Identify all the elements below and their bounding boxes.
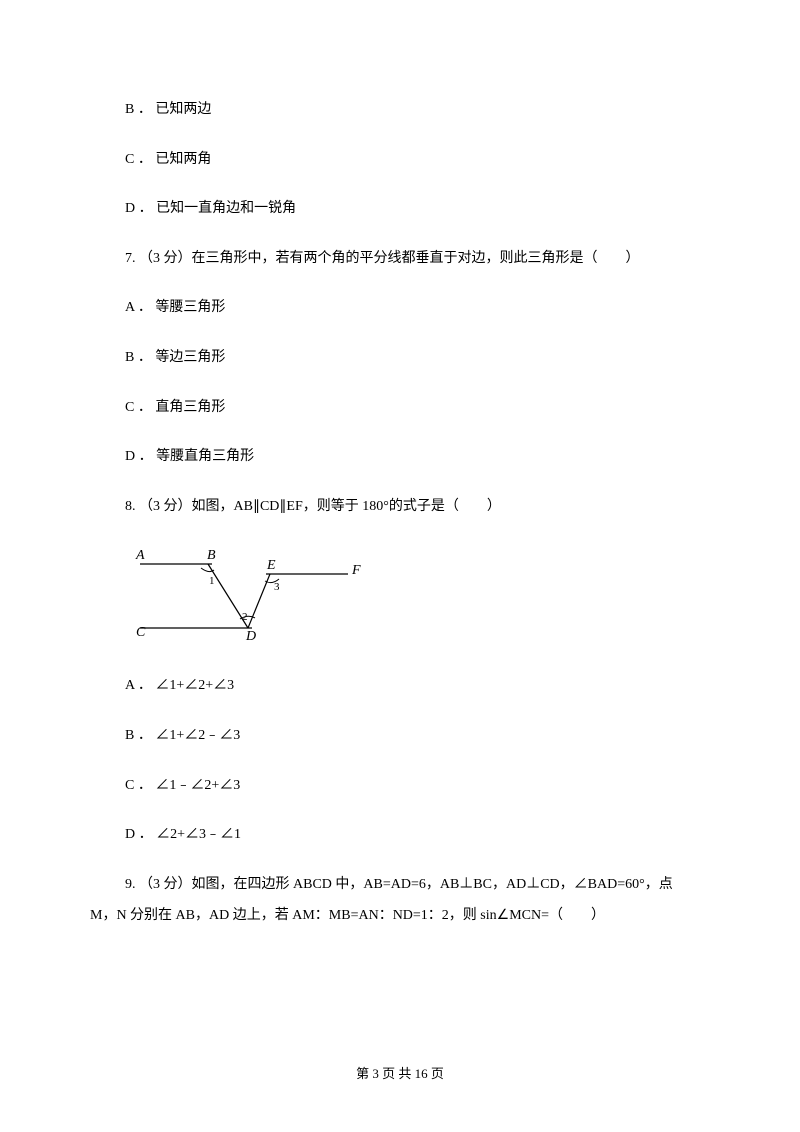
q7-option-a: A ． 等腰三角形 bbox=[90, 298, 710, 318]
option-d-top: D ． 已知一直角边和一锐角 bbox=[90, 199, 710, 219]
svg-text:3: 3 bbox=[274, 581, 280, 593]
q7-option-b: B ． 等边三角形 bbox=[90, 348, 710, 368]
q8-option-a: A ． ∠1+∠2+∠3 bbox=[90, 676, 710, 696]
svg-text:A: A bbox=[135, 548, 145, 563]
q9-line2: M，N 分别在 AB，AD 边上，若 AM：MB=AN：ND=1：2，则 sin… bbox=[90, 906, 710, 926]
q8-option-d: D ． ∠2+∠3﹣∠1 bbox=[90, 825, 710, 845]
svg-text:2: 2 bbox=[242, 611, 248, 623]
q8-stem: 8. （3 分）如图，AB∥CD∥EF，则等于 180°的式子是（ ） bbox=[90, 497, 710, 517]
q8-option-b: B ． ∠1+∠2﹣∠3 bbox=[90, 726, 710, 746]
q7-stem: 7. （3 分）在三角形中，若有两个角的平分线都垂直于对边，则此三角形是（ ） bbox=[90, 249, 710, 269]
page-footer: 第 3 页 共 16 页 bbox=[0, 1063, 800, 1082]
svg-text:C: C bbox=[136, 625, 146, 640]
q7-option-c: C ． 直角三角形 bbox=[90, 398, 710, 418]
option-c-top: C ． 已知两角 bbox=[90, 150, 710, 170]
q8-option-c: C ． ∠1﹣∠2+∠3 bbox=[90, 776, 710, 796]
svg-text:F: F bbox=[351, 563, 361, 578]
q8-figure: A B E F C D 1 2 3 bbox=[130, 546, 710, 646]
option-b-top: B ． 已知两边 bbox=[90, 100, 710, 120]
q9-line1: 9. （3 分）如图，在四边形 ABCD 中，AB=AD=6，AB⊥BC，AD⊥… bbox=[90, 875, 710, 895]
svg-text:1: 1 bbox=[209, 575, 215, 587]
svg-text:E: E bbox=[266, 558, 276, 573]
svg-text:B: B bbox=[207, 548, 216, 563]
q7-option-d: D ． 等腰直角三角形 bbox=[90, 447, 710, 467]
svg-text:D: D bbox=[245, 629, 256, 641]
